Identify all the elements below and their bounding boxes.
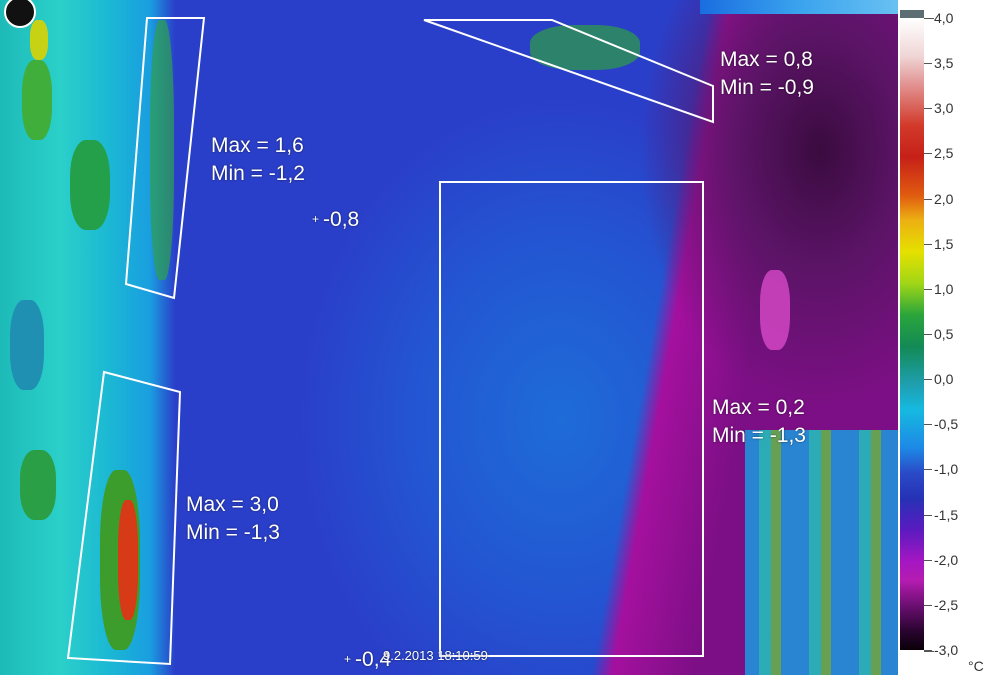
thermal-image — [0, 0, 898, 675]
scale-tick — [924, 288, 932, 290]
scale-tick-label: -3,0 — [934, 642, 959, 658]
crosshair-icon: + — [312, 212, 320, 226]
scale-tick — [924, 108, 932, 110]
warm-spot — [760, 270, 790, 350]
scale-tick-label: 4,0 — [934, 10, 954, 26]
scale-tick-label: -1,0 — [934, 461, 959, 478]
spot-2-value: -0,4 — [355, 648, 392, 671]
scale-tick — [924, 559, 932, 561]
roi-top-right-max: Max = 0,8 — [720, 48, 813, 71]
scale-tick-label: -0,5 — [934, 416, 959, 433]
scale-tick-label: 3,0 — [934, 100, 954, 117]
scale-tick — [924, 604, 932, 606]
scale-tick — [924, 514, 932, 516]
scale-frame — [924, 18, 934, 652]
capture-timestamp: 9.2.2013 18:10:59 — [383, 648, 488, 663]
roi-center-min: Min = -1,3 — [712, 424, 806, 447]
roi-top-left-max: Max = 1,6 — [211, 134, 304, 157]
roi-top-right-min: Min = -0,9 — [720, 76, 814, 99]
scale-cap — [900, 10, 924, 20]
warm-spot — [30, 20, 48, 60]
roi-center-max: Max = 0,2 — [712, 396, 805, 419]
scale-tick — [924, 153, 932, 155]
warm-spot — [70, 140, 110, 230]
scale-tick — [924, 63, 932, 65]
roi-bottom-left-outline[interactable] — [66, 370, 182, 666]
scale-unit: °C — [968, 658, 984, 674]
scale-tick-label: 1,0 — [934, 280, 954, 297]
scale-tick — [924, 334, 932, 335]
scale-tick-label: -1,5 — [934, 506, 959, 523]
scale-tick-label: 1,5 — [934, 235, 954, 252]
scale-tick-label: -2,0 — [934, 551, 959, 568]
spot-measurement-2[interactable]: + -0,4 — [344, 648, 391, 672]
scale-tick — [924, 18, 932, 19]
sky-region — [700, 0, 898, 14]
roi-bottom-left-min: Min = -1,3 — [186, 521, 280, 544]
roi-center-outline[interactable] — [439, 181, 704, 657]
scale-tick-label: 2,5 — [934, 145, 954, 162]
warm-spot — [10, 300, 44, 390]
window-grille — [745, 430, 898, 675]
scale-tick — [924, 469, 932, 471]
warm-spot — [150, 20, 174, 280]
scale-tick-label: 0,0 — [934, 371, 954, 388]
roi-top-left-outline[interactable] — [124, 17, 206, 300]
roi-top-right-label: Max = 0,8 Min = -0,9 — [720, 46, 814, 102]
roi-bottom-left-label: Max = 3,0 Min = -1,3 — [186, 491, 280, 547]
warm-spot — [22, 60, 52, 140]
spot-measurement-1[interactable]: + -0,8 — [312, 208, 359, 232]
roi-bottom-left-max: Max = 3,0 — [186, 493, 279, 516]
scale-tick-label: -2,5 — [934, 596, 959, 613]
scale-tick-label: 2,0 — [934, 190, 954, 207]
scale-tick — [924, 243, 932, 245]
scale-tick-label: 3,5 — [934, 55, 954, 72]
color-bar — [900, 18, 924, 650]
scale-tick — [924, 424, 932, 426]
roi-center-label: Max = 0,2 Min = -1,3 — [712, 394, 806, 450]
warm-spot — [20, 450, 56, 520]
spot-1-value: -0,8 — [323, 208, 360, 231]
record-indicator — [4, 0, 36, 28]
scale-tick — [924, 379, 932, 381]
hot-spot — [118, 500, 138, 620]
roi-overlay — [66, 17, 714, 666]
roi-top-right-outline[interactable] — [423, 19, 714, 124]
scale-tick-label: 0,5 — [934, 326, 954, 342]
crosshair-icon: + — [344, 652, 352, 666]
temperature-scale: 4,0 3,5 3,0 2,5 2,0 1,5 1,0 0,5 0,0 -0,5 -1,0 -1,5 -… — [898, 10, 988, 674]
roi-top-left-label: Max = 1,6 Min = -1,2 — [211, 132, 305, 188]
scale-tick — [924, 650, 932, 651]
roi-top-left-min: Min = -1,2 — [211, 162, 305, 185]
scale-tick — [924, 198, 932, 200]
